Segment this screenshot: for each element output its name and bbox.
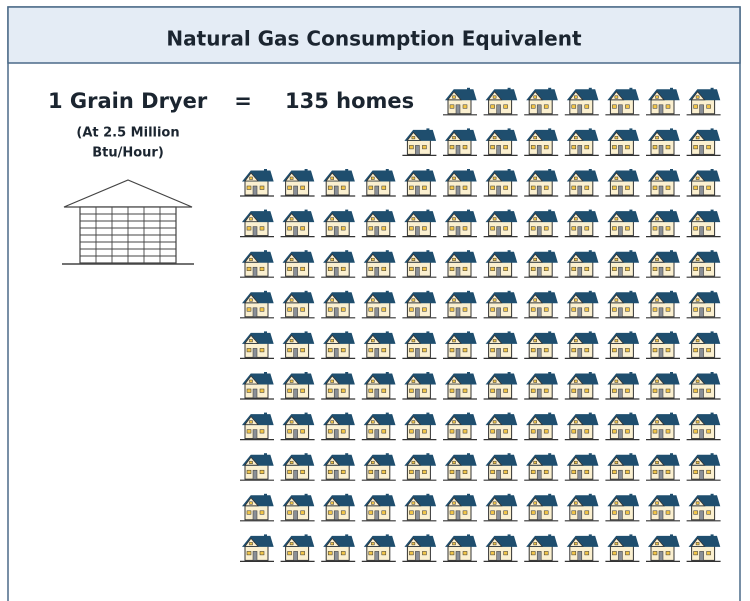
- title: Natural Gas Consumption Equivalent: [166, 27, 582, 51]
- lhs: 1 Grain Dryer: [48, 89, 208, 113]
- note: Btu/Hour): [92, 146, 164, 161]
- note: (At 2.5 Million: [76, 126, 179, 141]
- equals: =: [234, 89, 252, 113]
- infographic: Natural Gas Consumption Equivalent 1 Gra…: [0, 0, 750, 601]
- rhs: 135 homes: [285, 89, 414, 113]
